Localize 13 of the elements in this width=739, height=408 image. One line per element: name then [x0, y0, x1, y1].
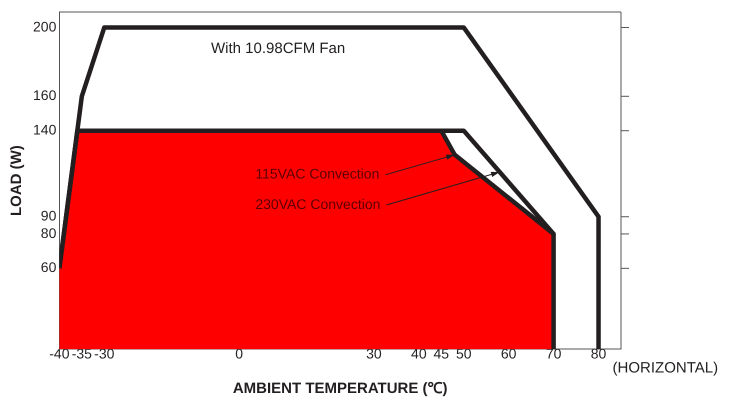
annotation: With 10.98CFM Fan: [211, 40, 346, 58]
y-tick-label: 200: [33, 18, 57, 34]
y-tick-label: 160: [33, 87, 57, 104]
y-tick-label: 90: [40, 208, 57, 224]
annotation: 115VAC Convection: [255, 166, 380, 182]
y-tick-label: 140: [33, 122, 57, 138]
text: (HORIZONTAL): [612, 359, 718, 376]
y-axis-title: LOAD (W): [8, 145, 26, 216]
y-tick-label: 80: [40, 224, 57, 241]
annotation: 230VAC Convection: [255, 196, 380, 212]
x-tick-label: 45: [433, 345, 450, 362]
x-axis-title: AMBIENT TEMPERATURE (℃): [232, 380, 448, 398]
y-tick-label: 60: [40, 259, 57, 276]
